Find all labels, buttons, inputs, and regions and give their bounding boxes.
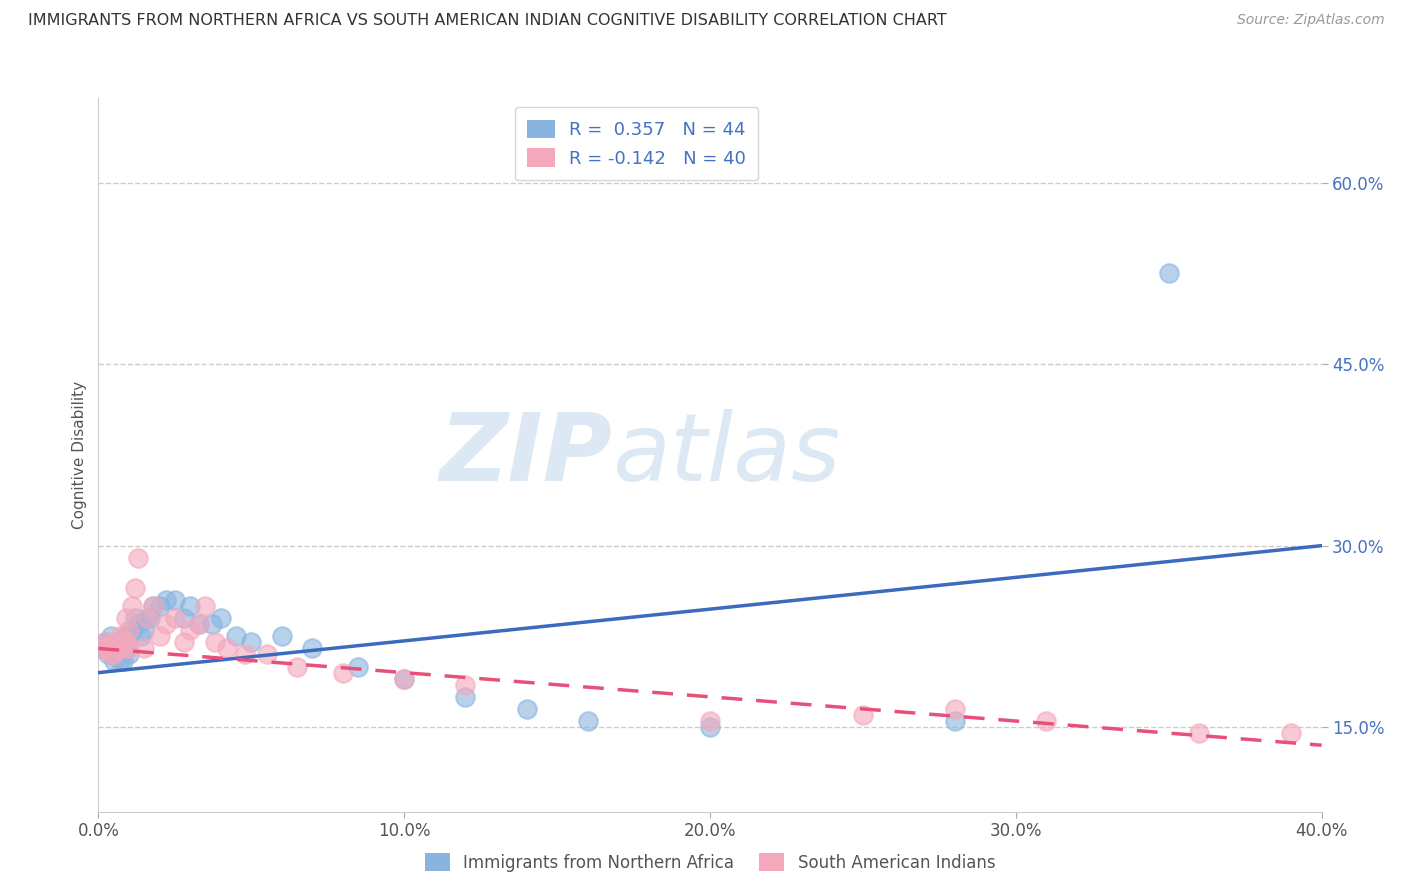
Point [943,702,966,716]
Point [155,617,177,632]
Point [163,593,186,607]
Point [149,629,172,643]
Point [454,678,477,692]
Point [233,648,256,662]
Y-axis label: Cognitive Disability: Cognitive Disability [72,381,87,529]
Point [155,593,177,607]
Text: atlas: atlas [612,409,841,500]
Point [332,665,354,680]
Point [93,635,115,649]
Point [103,635,125,649]
Point [142,599,165,613]
Point [1188,726,1211,740]
Point [576,714,599,728]
Point [121,624,143,638]
Point [93,635,115,649]
Point [124,611,146,625]
Point [100,629,122,643]
Point [188,617,211,632]
Point [115,629,138,643]
Point [115,611,138,625]
Point [103,654,125,668]
Point [270,629,292,643]
Point [136,611,159,625]
Point [204,635,226,649]
Point [115,635,138,649]
Point [392,672,416,686]
Point [108,654,131,668]
Point [129,629,152,643]
Point [194,599,217,613]
Point [1279,726,1302,740]
Point [173,611,195,625]
Point [516,702,538,716]
Point [121,599,143,613]
Point [215,641,238,656]
Point [103,648,125,662]
Point [127,617,149,632]
Point [179,624,201,638]
Point [392,672,416,686]
Point [103,641,125,656]
Point [149,599,172,613]
Point [699,720,721,734]
Point [105,648,128,662]
Point [118,648,141,662]
Point [142,599,165,613]
Point [108,629,131,643]
Point [115,641,138,656]
Point [285,659,308,673]
Point [108,638,131,652]
Point [200,617,222,632]
Point [347,659,370,673]
Point [90,641,112,656]
Point [111,654,134,668]
Point [163,611,186,625]
Point [124,581,146,595]
Text: IMMIGRANTS FROM NORTHERN AFRICA VS SOUTH AMERICAN INDIAN COGNITIVE DISABILITY CO: IMMIGRANTS FROM NORTHERN AFRICA VS SOUTH… [28,13,946,29]
Point [139,611,162,625]
Point [188,617,211,632]
Point [118,629,141,643]
Point [943,714,966,728]
Point [134,641,156,656]
Point [179,599,201,613]
Text: ZIP: ZIP [439,409,612,501]
Point [105,641,128,656]
Point [240,635,263,649]
Text: Source: ZipAtlas.com: Source: ZipAtlas.com [1237,13,1385,28]
Point [256,648,278,662]
Point [209,611,232,625]
Point [852,708,875,723]
Legend: Immigrants from Northern Africa, South American Indians: Immigrants from Northern Africa, South A… [418,847,1002,879]
Point [301,641,323,656]
Point [118,641,141,656]
Point [136,611,159,625]
Point [118,624,141,638]
Point [105,635,128,649]
Point [1157,267,1180,281]
Point [699,714,721,728]
Point [97,641,120,656]
Point [1035,714,1057,728]
Point [111,641,134,656]
Point [97,648,120,662]
Point [90,641,112,656]
Point [454,690,477,704]
Point [111,641,134,656]
Point [127,550,149,565]
Point [173,635,195,649]
Point [100,648,122,662]
Point [225,629,247,643]
Point [134,624,156,638]
